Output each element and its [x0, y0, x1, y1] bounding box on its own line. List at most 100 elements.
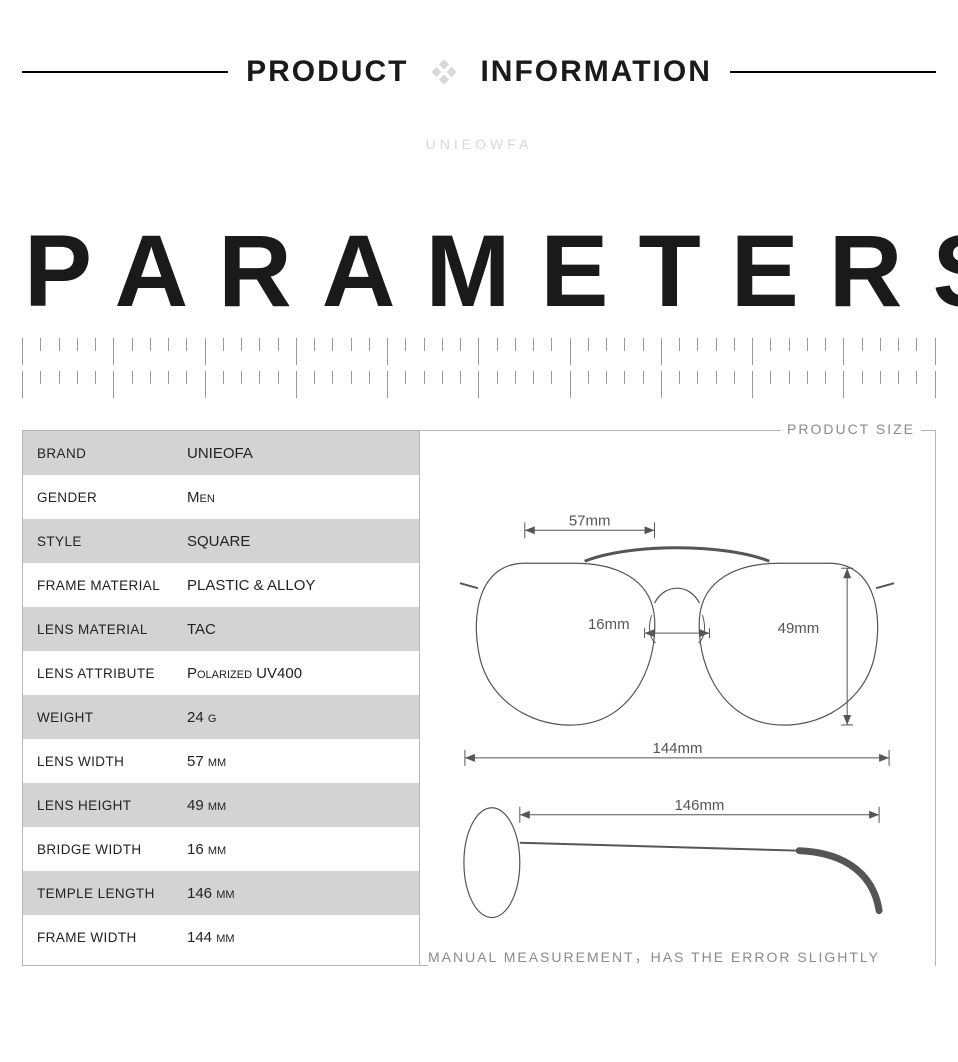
ruler-tick	[643, 371, 644, 384]
ruler-tick	[807, 338, 808, 351]
ruler-tick	[679, 371, 680, 384]
ruler-tick	[716, 371, 717, 384]
ruler-tick	[570, 338, 571, 365]
ruler-tick	[843, 371, 844, 398]
ruler-tick	[588, 371, 589, 384]
ruler-tick	[332, 371, 333, 384]
ruler-tick	[661, 338, 662, 365]
ruler-tick	[424, 338, 425, 351]
ruler-tick	[825, 338, 826, 351]
ruler-tick	[259, 371, 260, 384]
ruler-tick	[515, 371, 516, 384]
table-row: TEMPLE LENGTH146 mm	[23, 871, 419, 915]
spec-value: SQUARE	[187, 533, 250, 550]
ruler-tick	[789, 338, 790, 351]
ruler-tick	[551, 371, 552, 384]
ruler-tick	[186, 371, 187, 384]
ruler-tick	[113, 371, 114, 398]
ruler-tick	[40, 371, 41, 384]
spec-value: TAC	[187, 621, 216, 638]
ruler-tick	[770, 371, 771, 384]
brand-logo-icon	[426, 54, 462, 90]
ruler-tick	[223, 338, 224, 351]
table-row: LENS WIDTH57 mm	[23, 739, 419, 783]
ruler-tick	[661, 371, 662, 398]
spec-label: WEIGHT	[37, 710, 187, 725]
spec-label: LENS MATERIAL	[37, 622, 187, 637]
ruler-tick	[168, 338, 169, 351]
ruler-tick	[515, 338, 516, 351]
svg-text:144mm: 144mm	[653, 740, 703, 757]
ruler-tick	[825, 371, 826, 384]
ruler-tick	[862, 338, 863, 351]
spec-table: BRANDUNIEOFA GENDERMen STYLESQUAREFRAME MA…	[22, 430, 419, 966]
brand-watermark: UNIEOWFA	[0, 136, 958, 152]
diagram-panel: PRODUCT SIZE 57mm16mm49mm144mm146mm MANU…	[419, 430, 936, 966]
header-rule-right	[730, 71, 936, 73]
spec-label: GENDER	[37, 490, 187, 505]
ruler-tick	[643, 338, 644, 351]
ruler-tick	[898, 338, 899, 351]
table-row: STYLESQUARE	[23, 519, 419, 563]
spec-value: 16 mm	[187, 841, 226, 858]
ruler-tick	[132, 338, 133, 351]
ruler-tick	[606, 371, 607, 384]
page-title: PARAMETERS	[0, 220, 958, 322]
ruler-tick	[314, 371, 315, 384]
spec-label: LENS ATTRIBUTE	[37, 666, 187, 681]
ruler-tick	[40, 338, 41, 351]
ruler-tick	[205, 338, 206, 365]
ruler-tick	[405, 338, 406, 351]
ruler-tick	[880, 371, 881, 384]
ruler-tick	[351, 338, 352, 351]
spec-value: 57 mm	[187, 753, 226, 770]
ruler-tick	[241, 338, 242, 351]
ruler-tick	[716, 338, 717, 351]
spec-value: Polarized UV400	[187, 665, 302, 682]
ruler-tick	[59, 371, 60, 384]
ruler-tick	[606, 338, 607, 351]
table-row: FRAME MATERIALPLASTIC & ALLOY	[23, 563, 419, 607]
ruler-bottom	[22, 371, 936, 398]
header-right-text: INFORMATION	[480, 55, 711, 89]
glasses-diagram: 57mm16mm49mm144mm146mm	[420, 431, 935, 965]
ruler-tick	[497, 371, 498, 384]
ruler-tick	[624, 371, 625, 384]
ruler-tick	[807, 371, 808, 384]
ruler-tick	[387, 371, 388, 398]
ruler-tick	[898, 371, 899, 384]
ruler-tick	[734, 338, 735, 351]
ruler-tick	[843, 338, 844, 365]
ruler-tick	[223, 371, 224, 384]
ruler-tick	[186, 338, 187, 351]
table-row: LENS MATERIALTAC	[23, 607, 419, 651]
ruler-tick	[533, 371, 534, 384]
ruler-tick	[22, 338, 23, 365]
ruler-tick	[205, 371, 206, 398]
spec-value: Men	[187, 489, 215, 506]
table-row: LENS ATTRIBUTEPolarized UV400	[23, 651, 419, 695]
ruler-tick	[405, 371, 406, 384]
ruler-tick	[770, 338, 771, 351]
header-rule-left	[22, 71, 228, 73]
ruler-tick	[168, 371, 169, 384]
ruler-tick	[150, 338, 151, 351]
spec-label: TEMPLE LENGTH	[37, 886, 187, 901]
content-row: BRANDUNIEOFA GENDERMen STYLESQUAREFRAME MA…	[22, 430, 936, 966]
ruler-tick	[588, 338, 589, 351]
spec-value: UNIEOFA	[187, 445, 253, 462]
ruler-tick	[442, 371, 443, 384]
table-row: BRIDGE WIDTH16 mm	[23, 827, 419, 871]
spec-value: PLASTIC & ALLOY	[187, 577, 315, 594]
ruler-tick	[497, 338, 498, 351]
ruler-tick	[679, 338, 680, 351]
spec-value: 146 mm	[187, 885, 235, 902]
spec-value: 144 mm	[187, 929, 235, 946]
ruler-tick	[369, 338, 370, 351]
ruler-tick	[95, 371, 96, 384]
ruler-tick	[752, 338, 753, 365]
ruler-tick	[296, 371, 297, 398]
ruler-tick	[935, 338, 936, 365]
ruler-tick	[424, 371, 425, 384]
spec-label: BRAND	[37, 446, 187, 461]
